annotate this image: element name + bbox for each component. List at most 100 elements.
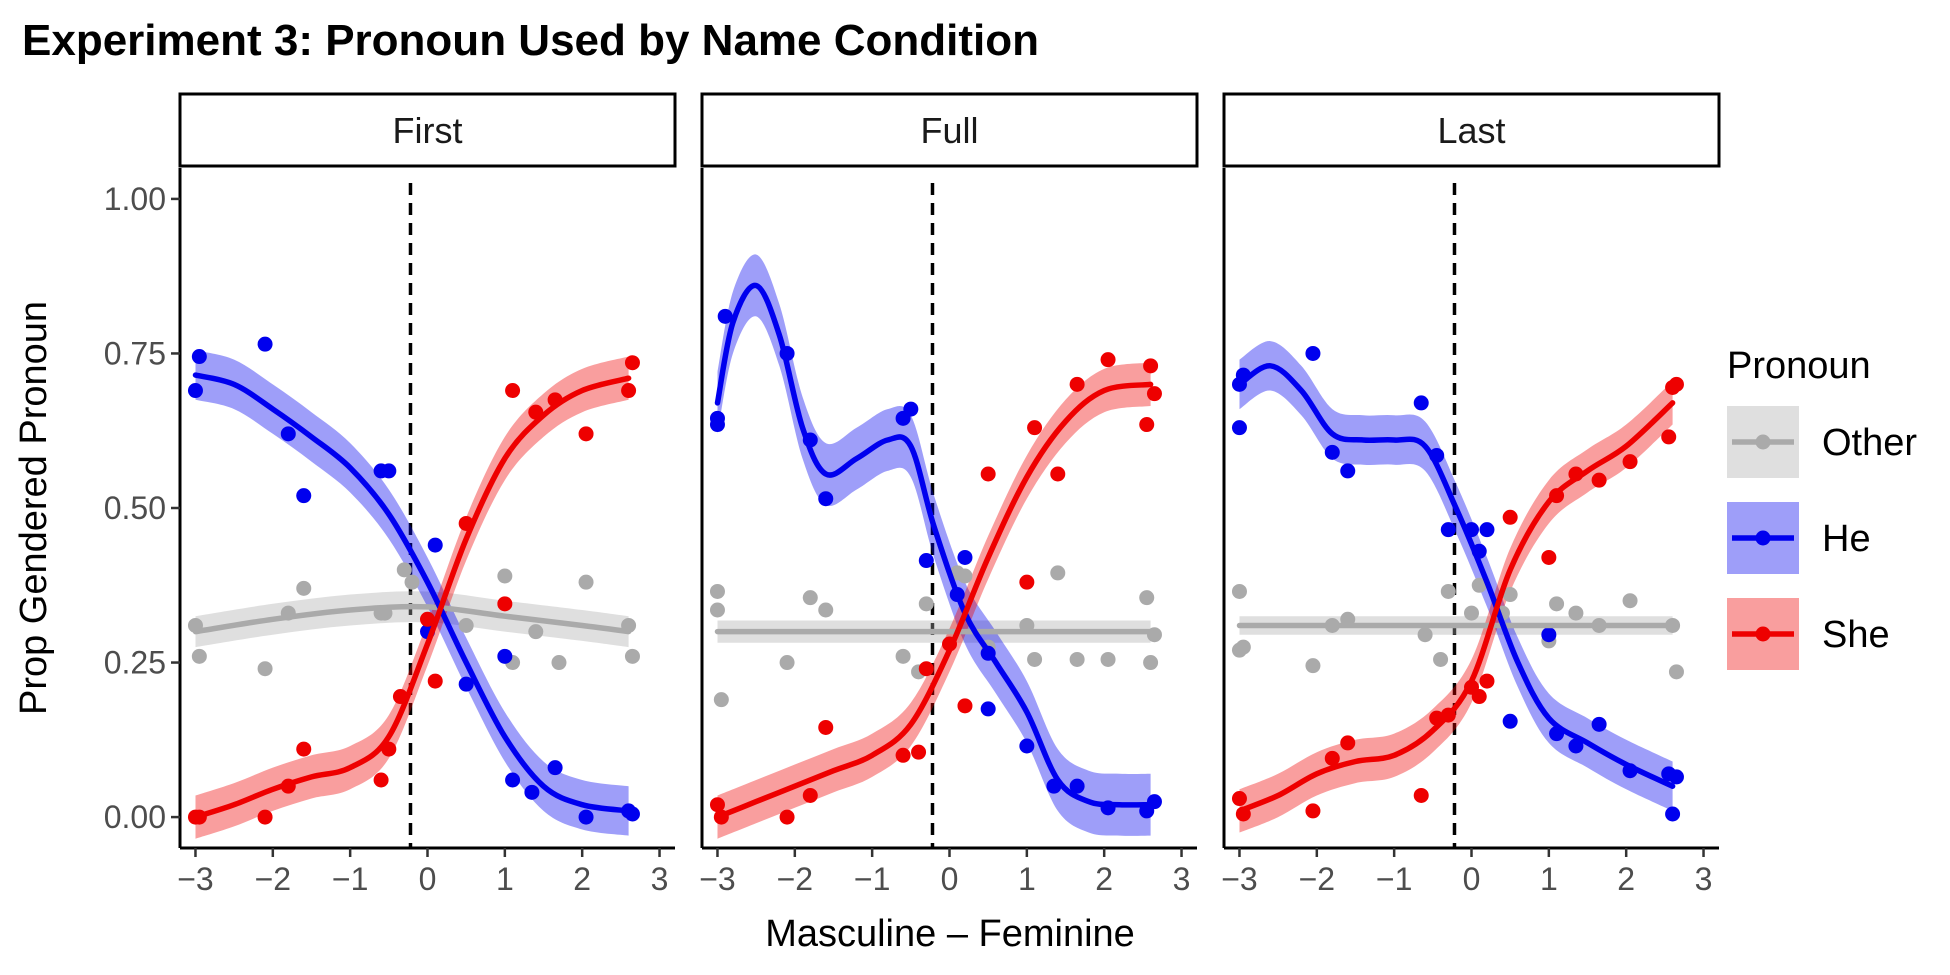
x-tick-label: 1: [1018, 861, 1036, 897]
x-tick-label: 1: [496, 861, 514, 897]
other-point: [296, 580, 312, 596]
she-confidence-band: [1239, 381, 1673, 833]
other-point: [1549, 596, 1565, 612]
she-point: [1471, 689, 1487, 705]
she-point: [1502, 509, 1518, 525]
x-tick-label: 0: [1463, 861, 1481, 897]
other-point: [1440, 583, 1456, 599]
she-point: [1305, 803, 1321, 819]
she-point: [1541, 549, 1557, 565]
other-fit-line: [192, 603, 632, 635]
he-point: [1541, 627, 1557, 643]
he-point: [458, 676, 474, 692]
facet-strip: [178, 92, 677, 168]
he-point: [280, 426, 296, 442]
she-point: [373, 772, 389, 788]
other-point: [1143, 655, 1159, 671]
he-point: [1568, 738, 1584, 754]
y-tick-label: 0.75: [104, 335, 166, 371]
she-fit-line: [192, 375, 632, 820]
x-tick-label: −1: [332, 861, 368, 897]
facet-strip-label: Last: [1437, 110, 1505, 151]
facet-strip-label: First: [393, 110, 463, 151]
she-point: [1139, 417, 1155, 433]
other-point: [1050, 565, 1066, 581]
she-point: [1340, 735, 1356, 751]
she-point: [427, 673, 443, 689]
other-point: [497, 568, 513, 584]
she-point: [957, 698, 973, 714]
legend-label: He: [1822, 518, 1871, 560]
he-point: [257, 336, 273, 352]
he-point: [903, 401, 919, 417]
other-point: [957, 568, 973, 584]
x-tick-label: −3: [1221, 861, 1257, 897]
she-point: [296, 741, 312, 757]
other-point: [1305, 658, 1321, 674]
y-tick-label: 0.25: [104, 645, 166, 681]
other-point: [1417, 627, 1433, 643]
other-point: [528, 624, 544, 640]
other-point: [1027, 651, 1043, 667]
he-point: [427, 537, 443, 553]
legend-entry-he: He: [1727, 502, 1871, 574]
legend-title: Pronoun: [1727, 345, 1871, 387]
x-tick-label: 0: [419, 861, 437, 897]
legend-key-point: [1755, 626, 1771, 642]
she-point: [1050, 466, 1066, 482]
he-point: [1019, 738, 1035, 754]
legend: Pronoun Other He She: [1727, 345, 1917, 670]
other-point: [1433, 651, 1449, 667]
she-point: [578, 426, 594, 442]
he-point: [1324, 444, 1340, 460]
he-point: [980, 701, 996, 717]
x-tick-label: −1: [854, 861, 890, 897]
she-point: [624, 355, 640, 371]
she-point: [1661, 429, 1677, 445]
she-point: [257, 809, 273, 825]
other-point: [1464, 605, 1479, 621]
other-point: [404, 574, 420, 590]
he-point: [717, 308, 733, 324]
he-point: [1231, 420, 1247, 436]
other-point: [1139, 590, 1155, 606]
he-point: [547, 760, 563, 776]
other-point: [713, 692, 729, 708]
she-point: [1100, 352, 1116, 368]
he-point: [1479, 522, 1495, 538]
she-point: [1027, 420, 1043, 436]
other-point: [1100, 651, 1116, 667]
x-tick-label: 3: [651, 861, 669, 897]
other-point: [1622, 593, 1638, 609]
he-point: [1591, 716, 1607, 732]
x-tick-label: 3: [1173, 861, 1191, 897]
legend-entry-she: She: [1727, 598, 1890, 670]
he-point: [1413, 395, 1429, 411]
facet-strip: [700, 92, 1199, 168]
she-point: [709, 797, 725, 813]
legend-label: Other: [1822, 422, 1917, 464]
facet-panels: First −3 −2 −1 0 1 2 3 0.00 0.25 0.50 0.75 1.00 Full −…: [104, 92, 1721, 897]
other-point: [1502, 587, 1518, 603]
other-point: [802, 590, 818, 606]
y-tick-label: 0.50: [104, 490, 166, 526]
he-point: [1305, 345, 1321, 361]
he-confidence-band: [195, 350, 629, 836]
he-point: [1440, 522, 1456, 538]
she-point: [895, 747, 911, 763]
legend-key-point: [1755, 434, 1771, 450]
other-point: [1231, 583, 1247, 599]
he-point: [918, 553, 934, 569]
he-point: [497, 648, 513, 664]
x-tick-label: 2: [573, 861, 591, 897]
panel-content: [187, 183, 640, 848]
he-point: [505, 772, 521, 788]
other-point: [578, 574, 594, 590]
facet-panel-full: Full −3 −2 −1 0 1 2 3: [699, 92, 1199, 897]
legend-key-point: [1755, 530, 1771, 546]
x-tick-label: 2: [1617, 861, 1635, 897]
she-point: [911, 744, 927, 760]
x-tick-label: −2: [777, 861, 813, 897]
other-point: [709, 583, 725, 599]
other-point: [1568, 605, 1584, 621]
